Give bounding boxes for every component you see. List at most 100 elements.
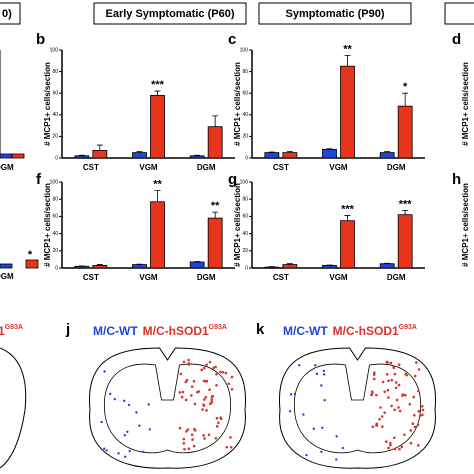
y-axis-label: # MCP1+ cells/section <box>43 62 52 146</box>
cell-dot <box>372 373 376 376</box>
y-tick-label: 80 <box>242 69 248 75</box>
y-tick-label: 20 <box>242 134 248 140</box>
header-title: Symptomatic (P90) <box>285 8 384 20</box>
error-bar <box>286 151 293 153</box>
bar <box>0 153 13 159</box>
cell-dot <box>217 421 220 425</box>
cell-dot <box>190 433 194 437</box>
cell-dot <box>370 393 373 397</box>
panel-label: k <box>256 321 265 338</box>
cell-dot <box>219 416 222 419</box>
error-bar <box>384 151 391 153</box>
cell-dot <box>123 433 127 437</box>
outline <box>0 347 27 469</box>
bar <box>397 105 413 159</box>
legend-mut: M/C-hSOD1 <box>333 324 399 338</box>
cell-dot <box>388 441 392 445</box>
legend-wt: M/C-WT <box>93 324 138 338</box>
y-tick-label: 60 <box>52 214 58 220</box>
cell-dot <box>182 442 186 445</box>
cell-dot <box>192 380 196 383</box>
cell-dot <box>409 429 413 432</box>
x-tick-label: CST <box>273 273 289 282</box>
significance: *** <box>399 198 413 210</box>
cell-dot <box>221 370 225 374</box>
bar <box>11 153 25 159</box>
y-axis-label: # MCP1+ cells/section <box>461 62 470 146</box>
cell-dot <box>389 361 393 365</box>
cell-dot <box>321 426 324 429</box>
cell-dot <box>416 444 420 447</box>
header-box <box>0 2 21 25</box>
cell-dot <box>320 384 323 387</box>
cell-dot <box>178 391 182 394</box>
header-title: Early Symptomatic (P60) <box>106 8 235 20</box>
cell-dot <box>320 450 323 453</box>
bar <box>132 264 147 269</box>
y-tick-label: 60 <box>52 91 58 97</box>
bar <box>207 126 223 159</box>
cell-dot <box>200 368 203 372</box>
bar <box>25 259 39 269</box>
bar <box>189 155 205 159</box>
x-tick-label: CST <box>83 163 99 172</box>
cell-dot <box>397 383 401 387</box>
x-tick-label: VGM <box>139 163 158 172</box>
y-tick-label: 60 <box>242 214 248 220</box>
cell-dot <box>421 408 425 412</box>
significance: * <box>28 249 33 261</box>
cell-dot <box>105 449 108 452</box>
panel-label: d <box>452 31 461 48</box>
cell-dot <box>185 430 188 433</box>
cell-dot <box>412 395 415 399</box>
legend-sup: G93A <box>399 324 417 331</box>
y-tick-label: 20 <box>52 248 58 254</box>
cell-dot <box>387 379 390 383</box>
cell-dot <box>126 430 129 433</box>
cell-dot <box>387 446 390 450</box>
cell-dot <box>201 408 204 411</box>
cell-dot <box>210 400 214 404</box>
cell-dot <box>384 440 388 443</box>
cell-dot <box>205 409 208 412</box>
cell-dot <box>187 362 191 365</box>
cell-dot <box>398 447 401 451</box>
x-tick-label: DGM <box>197 273 216 282</box>
cell-dot <box>403 433 406 436</box>
cell-dot <box>193 427 196 431</box>
error-bar <box>326 148 333 150</box>
legend: M/C-WT M/C-hSOD1G93A <box>283 324 417 338</box>
bar <box>74 155 90 159</box>
error-bar <box>286 263 293 265</box>
cell-dot <box>394 381 398 384</box>
cell-dot <box>147 403 150 406</box>
significance: ** <box>153 179 162 191</box>
cell-dot <box>389 443 392 447</box>
cell-dot <box>381 380 385 384</box>
bar <box>150 94 165 159</box>
y-tick-label: 40 <box>52 231 58 237</box>
cell-dot <box>124 455 127 459</box>
cell-dot <box>215 383 218 387</box>
cell-dot <box>392 436 396 440</box>
cell-dot <box>322 373 326 376</box>
error-bar <box>212 115 219 127</box>
cell-dot <box>186 428 190 431</box>
cell-dot <box>127 403 131 407</box>
cell-dot <box>380 415 384 418</box>
cell-dot <box>381 425 384 428</box>
y-tick-label: 100 <box>240 47 249 53</box>
panel-label: g <box>228 171 237 188</box>
panel-label: c <box>228 31 236 48</box>
bar <box>340 65 355 159</box>
significance: ** <box>343 43 352 55</box>
cell-dot <box>204 379 207 383</box>
y-tick-label: 100 <box>50 179 59 185</box>
cell-dot <box>417 368 421 371</box>
y-tick-label: 100 <box>50 47 59 53</box>
header-crop: 0) <box>2 8 12 20</box>
cell-dot <box>215 416 219 420</box>
cell-dot <box>205 363 208 366</box>
legend-mut: M/C-hSOD1 <box>143 324 209 338</box>
cell-dot <box>103 447 106 450</box>
